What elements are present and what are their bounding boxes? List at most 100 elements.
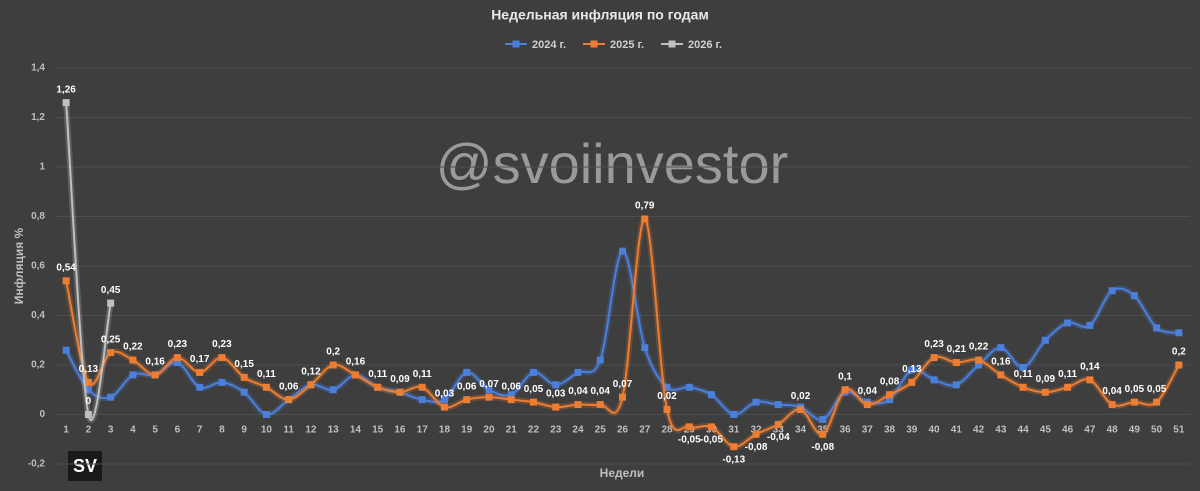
data-label: 0,04 <box>858 386 878 397</box>
data-label: 0,13 <box>79 364 99 375</box>
x-tick-label: 51 <box>1173 425 1185 436</box>
x-tick-label: 42 <box>973 425 985 436</box>
y-tick-label: 0,8 <box>31 211 45 222</box>
x-tick-label: 40 <box>929 425 941 436</box>
y-tick-label: 0,4 <box>31 310 45 321</box>
point-marker <box>1041 388 1049 396</box>
point-marker <box>1041 336 1049 344</box>
x-axis-label: Недели <box>600 466 645 480</box>
data-label: 0,11 <box>413 369 432 380</box>
x-tick-label: 24 <box>572 425 584 436</box>
point-marker <box>329 386 337 394</box>
data-label: 0,23 <box>168 339 188 350</box>
point-marker <box>1130 398 1138 406</box>
x-tick-label: 9 <box>241 425 247 436</box>
data-label: 0,05 <box>524 384 544 395</box>
point-marker <box>218 378 226 386</box>
point-marker <box>285 396 293 404</box>
x-tick-label: 33 <box>773 425 785 436</box>
x-tick-label: 11 <box>283 425 294 436</box>
x-tick-label: 19 <box>461 425 473 436</box>
data-label: 0,02 <box>657 391 677 402</box>
point-marker <box>552 403 560 411</box>
x-tick-label: 16 <box>394 425 406 436</box>
x-tick-label: 10 <box>261 425 273 436</box>
point-marker <box>552 381 560 389</box>
point-marker <box>708 423 716 431</box>
x-tick-label: 6 <box>175 425 181 436</box>
legend-label: 2024 г. <box>532 39 566 51</box>
data-label: 0,11 <box>1058 369 1077 380</box>
x-tick-label: 5 <box>152 425 158 436</box>
point-marker <box>507 391 515 399</box>
x-tick-label: 48 <box>1107 425 1119 436</box>
data-label: 0,25 <box>101 334 121 345</box>
data-label: 0,04 <box>568 386 588 397</box>
data-label: 0,09 <box>390 374 410 385</box>
data-label: -0,13 <box>722 454 745 465</box>
logo-box <box>68 451 102 481</box>
chart-title: Недельная инфляция по годам <box>491 7 709 23</box>
point-marker <box>975 356 983 364</box>
point-marker <box>440 403 448 411</box>
data-label: 0,07 <box>613 379 633 390</box>
point-marker <box>463 396 471 404</box>
data-label: 0,11 <box>368 369 387 380</box>
y-tick-label: 1,4 <box>31 63 45 74</box>
x-tick-label: 49 <box>1129 425 1141 436</box>
point-marker <box>151 371 159 379</box>
data-label: 0,06 <box>457 381 477 392</box>
point-marker <box>84 378 92 386</box>
x-tick-label: 47 <box>1084 425 1096 436</box>
point-marker <box>107 393 115 401</box>
point-marker <box>930 376 938 384</box>
data-label: 0,09 <box>1036 374 1056 385</box>
data-label: 0,16 <box>991 357 1011 368</box>
point-marker <box>107 349 115 357</box>
x-tick-label: 8 <box>219 425 225 436</box>
data-label: 0,11 <box>257 369 276 380</box>
x-tick-label: 1 <box>63 425 69 436</box>
x-tick-label: 21 <box>506 425 518 436</box>
series-line <box>65 102 112 421</box>
data-label: 0,05 <box>1147 384 1167 395</box>
point-marker <box>797 406 805 414</box>
point-marker <box>262 383 270 391</box>
point-marker <box>774 401 782 409</box>
data-label: 0,14 <box>1080 361 1100 372</box>
data-label: 0,21 <box>947 344 967 355</box>
x-tick-label: 7 <box>197 425 203 436</box>
point-marker <box>708 391 716 399</box>
point-marker <box>619 393 626 401</box>
data-label: 0,54 <box>56 262 76 273</box>
y-tick-label: 0,2 <box>31 360 45 371</box>
data-label: 0,06 <box>501 381 521 392</box>
point-marker <box>596 356 604 364</box>
point-marker <box>129 356 137 364</box>
point-marker <box>730 443 738 451</box>
point-marker <box>641 344 649 352</box>
point-marker <box>1019 363 1027 371</box>
point-marker <box>908 366 916 374</box>
x-tick-label: 20 <box>483 425 495 436</box>
data-label: -0,08 <box>745 442 768 453</box>
point-marker <box>529 368 537 376</box>
logo: SV <box>73 456 97 476</box>
point-marker <box>196 383 204 391</box>
data-label: 0,22 <box>123 342 143 353</box>
point-marker <box>84 386 92 394</box>
point-marker <box>240 373 248 381</box>
point-marker <box>1108 401 1116 409</box>
point-marker <box>1086 321 1094 329</box>
y-tick-label: 1,2 <box>31 112 45 123</box>
point-marker <box>863 401 871 409</box>
x-tick-label: 4 <box>130 425 136 436</box>
point-marker <box>619 247 626 255</box>
x-tick-label: 27 <box>639 425 651 436</box>
y-tick-label: 0 <box>39 409 45 420</box>
x-tick-label: 13 <box>328 425 340 436</box>
point-marker <box>196 368 204 376</box>
point-marker <box>663 383 671 391</box>
point-marker <box>62 99 70 107</box>
point-marker <box>418 383 426 391</box>
